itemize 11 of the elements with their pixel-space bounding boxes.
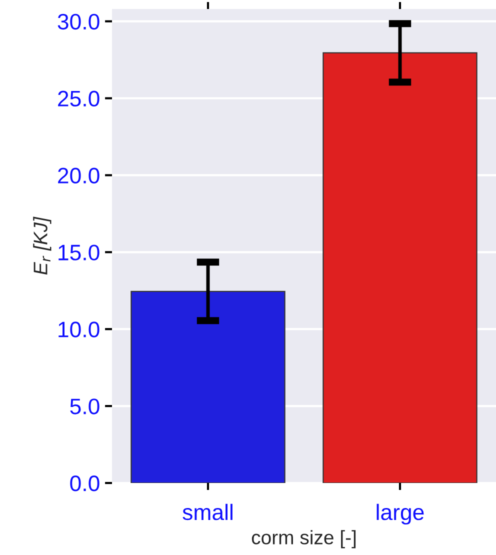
x-axis-title: corm size [-] xyxy=(252,530,356,548)
x-tick-label: small xyxy=(182,504,232,520)
y-tick-label: 30.0 xyxy=(58,14,100,30)
y-tick-label: 20.0 xyxy=(58,168,100,184)
y-tick-label: 5.0 xyxy=(70,398,100,414)
y-tick-label: 15.0 xyxy=(58,244,100,260)
y-tick-label: 25.0 xyxy=(58,90,100,107)
x-tick-label: large xyxy=(376,504,424,525)
y-tick-label: 10.0 xyxy=(58,322,100,338)
y-tick-label: 0.0 xyxy=(70,476,100,492)
y-axis-title: E$_{r}$ [KJ] xyxy=(33,216,52,275)
